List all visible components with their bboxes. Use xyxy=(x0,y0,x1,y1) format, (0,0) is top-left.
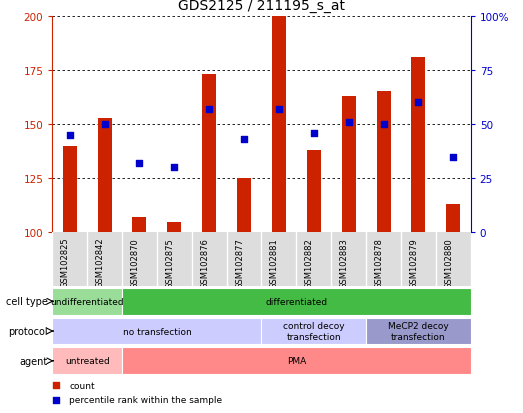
Bar xyxy=(272,17,286,233)
Text: cell type: cell type xyxy=(6,297,48,306)
Point xyxy=(345,119,353,126)
Bar xyxy=(237,179,251,233)
Text: GSM102878: GSM102878 xyxy=(374,237,383,288)
Point xyxy=(379,121,388,128)
Text: count: count xyxy=(69,381,95,389)
Bar xyxy=(262,318,366,344)
Point xyxy=(65,132,74,139)
Bar xyxy=(366,318,471,344)
Point xyxy=(275,106,283,113)
Bar xyxy=(122,348,471,374)
Point xyxy=(310,130,318,137)
Point xyxy=(100,121,109,128)
Point xyxy=(52,396,61,403)
Title: GDS2125 / 211195_s_at: GDS2125 / 211195_s_at xyxy=(178,0,345,13)
Bar xyxy=(52,318,262,344)
Text: protocol: protocol xyxy=(8,326,48,336)
Bar xyxy=(52,348,122,374)
Text: GSM102879: GSM102879 xyxy=(410,237,418,288)
Bar xyxy=(412,58,425,233)
Bar xyxy=(342,97,356,233)
Point xyxy=(449,154,458,161)
Bar xyxy=(52,288,122,315)
Text: GSM102883: GSM102883 xyxy=(339,237,349,288)
Text: GSM102825: GSM102825 xyxy=(61,237,70,288)
Bar xyxy=(446,205,460,233)
Text: agent: agent xyxy=(20,356,48,366)
Text: GSM102842: GSM102842 xyxy=(96,237,105,288)
Text: GSM102881: GSM102881 xyxy=(270,237,279,288)
Text: GSM102882: GSM102882 xyxy=(305,237,314,288)
Point xyxy=(170,165,178,171)
Point xyxy=(52,382,61,388)
Text: untreated: untreated xyxy=(65,356,109,366)
Bar xyxy=(98,118,111,233)
Bar xyxy=(202,75,216,233)
Point xyxy=(240,137,248,143)
Point xyxy=(414,100,423,107)
Bar xyxy=(307,151,321,233)
Bar xyxy=(63,146,77,233)
Text: GSM102875: GSM102875 xyxy=(165,237,174,288)
Text: GSM102876: GSM102876 xyxy=(200,237,209,288)
Text: MeCP2 decoy
transfection: MeCP2 decoy transfection xyxy=(388,322,449,341)
Text: no transfection: no transfection xyxy=(122,327,191,336)
Point xyxy=(135,160,144,167)
Text: control decoy
transfection: control decoy transfection xyxy=(283,322,345,341)
Bar xyxy=(377,92,391,233)
Bar xyxy=(167,222,181,233)
Text: PMA: PMA xyxy=(287,356,306,366)
Text: differentiated: differentiated xyxy=(265,297,327,306)
Bar xyxy=(122,288,471,315)
Text: GSM102870: GSM102870 xyxy=(130,237,140,288)
Text: undifferentiated: undifferentiated xyxy=(50,297,124,306)
Text: GSM102880: GSM102880 xyxy=(444,237,453,288)
Point xyxy=(205,106,213,113)
Text: GSM102877: GSM102877 xyxy=(235,237,244,288)
Text: percentile rank within the sample: percentile rank within the sample xyxy=(69,395,222,404)
Bar xyxy=(132,218,146,233)
